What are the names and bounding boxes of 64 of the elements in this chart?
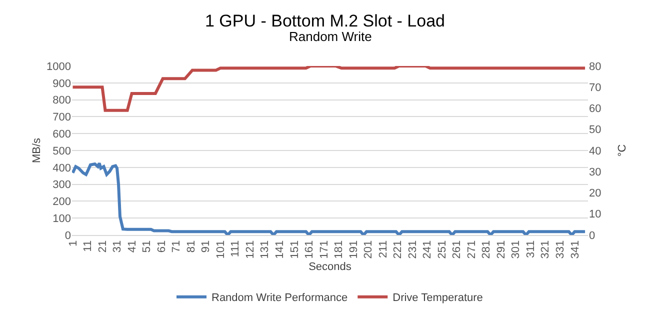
x-tick-label: 341 — [569, 240, 582, 259]
y-tick-label: 300 — [52, 179, 71, 192]
x-tick-label: 251 — [436, 240, 448, 259]
x-tick-label: 71 — [170, 240, 183, 253]
x-tick-label: 301 — [510, 240, 522, 259]
y2-tick-label: 20 — [589, 188, 602, 200]
x-tick-label: 181 — [333, 240, 346, 259]
y-tick-label: 900 — [52, 78, 71, 90]
x-tick-label: 221 — [392, 240, 404, 259]
x-tick-label: 51 — [141, 240, 154, 253]
y2-tick-label: 80 — [589, 60, 602, 73]
x-tick-label: 171 — [318, 240, 330, 259]
y2-axis-title: °C — [616, 144, 628, 157]
x-tick-label: 1 — [67, 240, 80, 247]
x-tick-label: 281 — [480, 240, 493, 259]
line-series — [72, 162, 587, 235]
x-tick-label: 111 — [230, 240, 242, 258]
y-tick-label: 600 — [52, 128, 71, 140]
x-tick-label: 161 — [304, 240, 316, 259]
y-tick-label: 500 — [52, 145, 71, 158]
y2-tick-label: 0 — [589, 230, 596, 242]
y2-tick-label: 40 — [589, 145, 602, 158]
y-tick-label: 800 — [52, 94, 71, 107]
y-tick-label: 400 — [52, 162, 71, 174]
x-tick-label: 211 — [377, 240, 390, 258]
line-series — [72, 66, 587, 112]
x-tick-label: 191 — [348, 240, 360, 259]
x-tick-label: 261 — [451, 240, 464, 259]
x-tick-label: 241 — [422, 240, 434, 259]
y-tick-label: 700 — [52, 112, 71, 124]
x-tick-label: 311 — [524, 240, 537, 258]
x-tick-label: 291 — [495, 240, 508, 259]
y-tick-label: 200 — [52, 196, 71, 208]
y2-tick-label: 10 — [589, 208, 602, 221]
y2-tick-label: 70 — [589, 82, 602, 94]
y-tick-label: 100 — [52, 212, 71, 225]
x-tick-label: 231 — [406, 240, 419, 259]
x-tick-label: 201 — [362, 240, 375, 259]
x-tick-label: 121 — [244, 240, 256, 259]
legend-label: Drive Temperature — [392, 292, 483, 304]
x-tick-label: 91 — [200, 240, 212, 253]
legend-label: Random Write Performance — [212, 292, 348, 304]
x-tick-label: 141 — [274, 240, 286, 259]
y-tick-label: 0 — [64, 230, 71, 242]
y-tick-label: 1000 — [46, 60, 71, 73]
x-tick-label: 131 — [259, 240, 272, 259]
x-tick-label: 101 — [214, 240, 227, 259]
x-tick-label: 31 — [112, 240, 124, 253]
y2-tick-label: 50 — [589, 124, 602, 136]
y-axis-title: MB/s — [31, 137, 43, 164]
x-tick-label: 41 — [126, 240, 138, 253]
x-tick-label: 151 — [288, 240, 301, 259]
chart-subtitle: Random Write — [289, 29, 372, 44]
x-axis-title: Seconds — [308, 260, 352, 273]
chart-title: 1 GPU - Bottom M.2 Slot - Load — [205, 11, 445, 30]
x-tick-label: 11 — [82, 240, 94, 252]
x-tick-label: 331 — [554, 240, 567, 259]
y2-tick-label: 30 — [589, 166, 602, 178]
x-tick-label: 61 — [156, 240, 168, 253]
x-tick-label: 321 — [540, 240, 552, 259]
y2-tick-label: 60 — [589, 103, 602, 116]
x-tick-label: 271 — [466, 240, 478, 259]
x-tick-label: 81 — [185, 240, 198, 253]
x-tick-label: 21 — [96, 240, 109, 253]
